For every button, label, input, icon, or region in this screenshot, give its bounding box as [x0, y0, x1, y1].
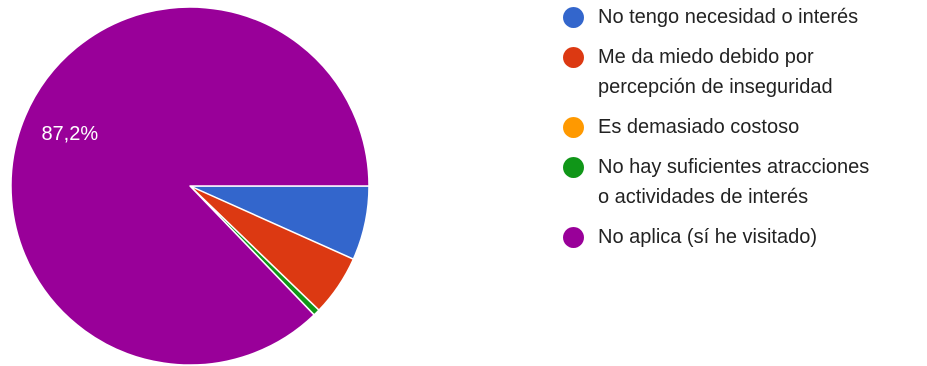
legend-swatch: [563, 157, 584, 178]
legend-swatch: [563, 227, 584, 248]
data-label-no-aplica-si-he-visitado: 87,2%: [41, 123, 98, 145]
legend-item: No hay suficientes atracciones o activida…: [563, 156, 923, 212]
pie-slices: [10, 6, 370, 366]
pie-chart: 87,2%: [10, 6, 370, 366]
legend-swatch: [563, 47, 584, 68]
legend-item: Me da miedo debido por percepción de inse…: [563, 46, 923, 102]
legend-item: No tengo necesidad o interés: [563, 6, 923, 32]
legend-label: Es demasiado costoso: [598, 116, 800, 138]
legend-item: Es demasiado costoso: [563, 116, 923, 142]
legend-swatch: [563, 7, 584, 28]
legend-label: No tengo necesidad o interés: [598, 6, 859, 28]
legend-label: No aplica (sí he visitado): [598, 226, 817, 248]
legend-label: Me da miedo debido por percepción de inse…: [598, 46, 833, 98]
chart-legend: No tengo necesidad o interés Me da miedo …: [563, 6, 923, 266]
pie-slice-no-aplica-si-he-visitado: [10, 6, 370, 366]
pie-data-labels: 87,2%: [41, 123, 98, 145]
legend-label: No hay suficientes atracciones o activida…: [598, 156, 870, 208]
legend-item: No aplica (sí he visitado): [563, 226, 923, 252]
legend-swatch: [563, 117, 584, 138]
